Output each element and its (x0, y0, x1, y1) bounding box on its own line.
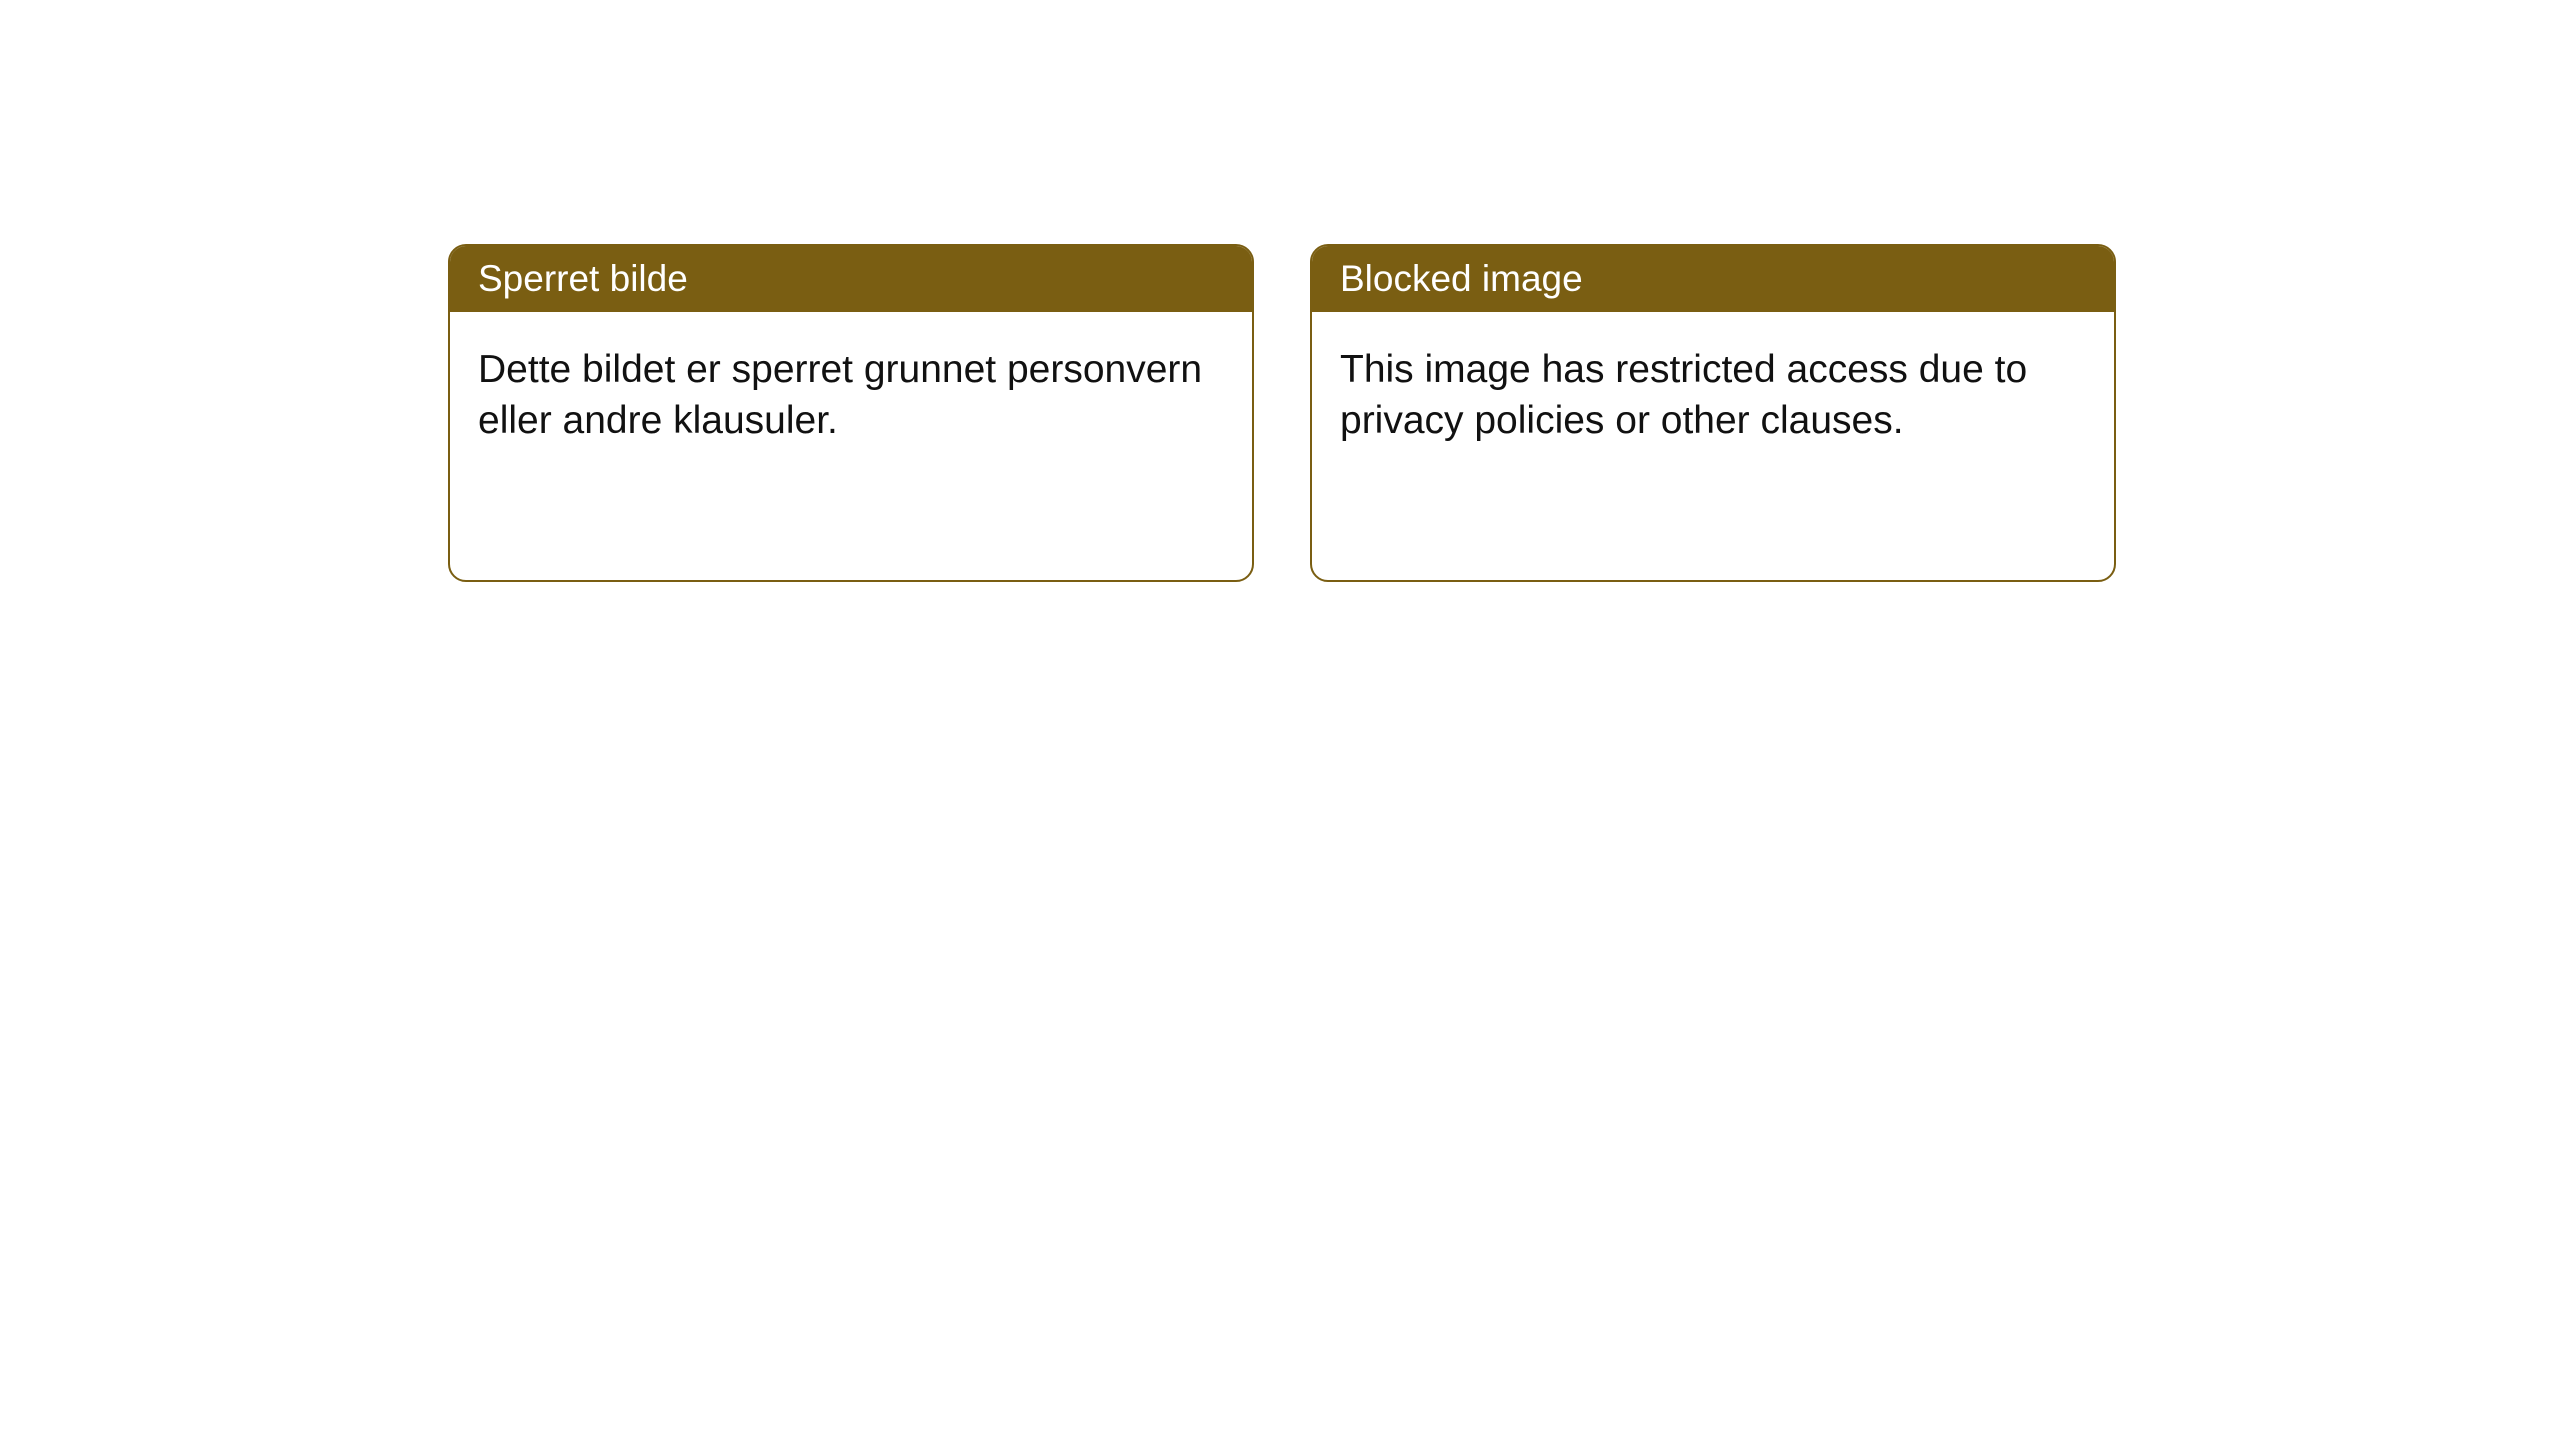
notice-header: Blocked image (1312, 246, 2114, 312)
notice-title: Blocked image (1340, 258, 1583, 299)
notice-title: Sperret bilde (478, 258, 688, 299)
notice-box-norwegian: Sperret bilde Dette bildet er sperret gr… (448, 244, 1254, 582)
notice-body: Dette bildet er sperret grunnet personve… (450, 312, 1252, 479)
notice-header: Sperret bilde (450, 246, 1252, 312)
notice-message: Dette bildet er sperret grunnet personve… (478, 348, 1202, 442)
notices-container: Sperret bilde Dette bildet er sperret gr… (448, 244, 2560, 582)
notice-body: This image has restricted access due to … (1312, 312, 2114, 479)
notice-box-english: Blocked image This image has restricted … (1310, 244, 2116, 582)
notice-message: This image has restricted access due to … (1340, 348, 2027, 442)
